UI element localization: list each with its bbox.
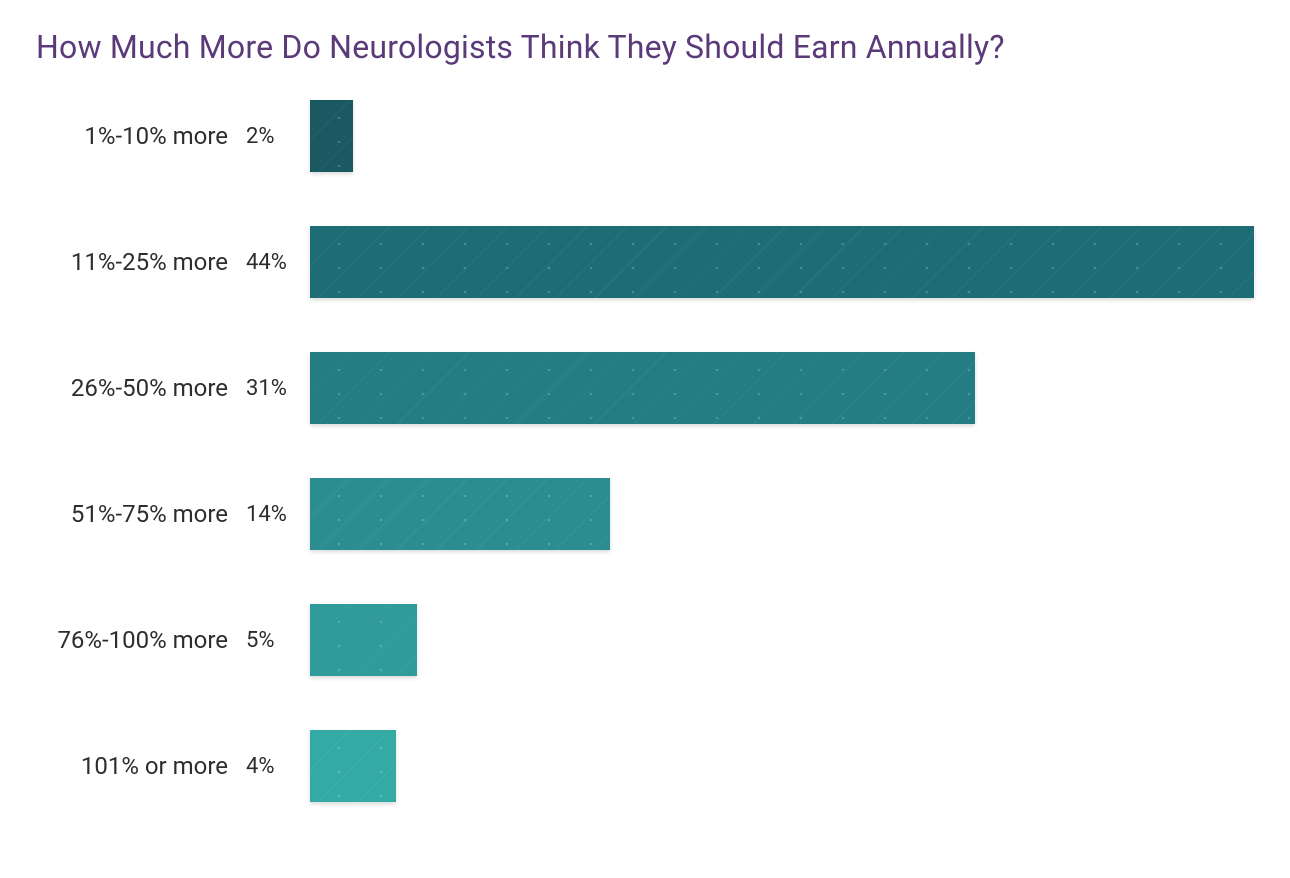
value-label: 31% bbox=[246, 376, 310, 401]
bar-list: 1%-10% more 2% 11%-25% more 44% 26%-50% … bbox=[0, 100, 1254, 838]
category-label: 1%-10% more bbox=[0, 122, 246, 150]
bar bbox=[310, 604, 417, 676]
category-label: 101% or more bbox=[0, 752, 246, 780]
value-label: 5% bbox=[246, 628, 310, 653]
value-label: 4% bbox=[246, 754, 310, 779]
bar-row: 26%-50% more 31% bbox=[0, 352, 1254, 424]
bar-row: 11%-25% more 44% bbox=[0, 226, 1254, 298]
bar bbox=[310, 100, 353, 172]
category-label: 26%-50% more bbox=[0, 374, 246, 402]
value-label: 44% bbox=[246, 250, 310, 275]
value-label: 14% bbox=[246, 502, 310, 527]
bar-track bbox=[310, 604, 1254, 676]
bar-track bbox=[310, 730, 1254, 802]
category-label: 76%-100% more bbox=[0, 626, 246, 654]
chart-container: How Much More Do Neurologists Think They… bbox=[0, 0, 1290, 878]
bar bbox=[310, 352, 975, 424]
chart-title: How Much More Do Neurologists Think They… bbox=[36, 28, 1254, 66]
bar bbox=[310, 730, 396, 802]
bar-track bbox=[310, 478, 1254, 550]
bar-row: 1%-10% more 2% bbox=[0, 100, 1254, 172]
bar-row: 51%-75% more 14% bbox=[0, 478, 1254, 550]
value-label: 2% bbox=[246, 124, 310, 149]
bar-row: 101% or more 4% bbox=[0, 730, 1254, 802]
bar bbox=[310, 226, 1254, 298]
bar-track bbox=[310, 226, 1254, 298]
bar-track bbox=[310, 100, 1254, 172]
category-label: 51%-75% more bbox=[0, 500, 246, 528]
bar-row: 76%-100% more 5% bbox=[0, 604, 1254, 676]
bar bbox=[310, 478, 610, 550]
bar-track bbox=[310, 352, 1254, 424]
category-label: 11%-25% more bbox=[0, 248, 246, 276]
